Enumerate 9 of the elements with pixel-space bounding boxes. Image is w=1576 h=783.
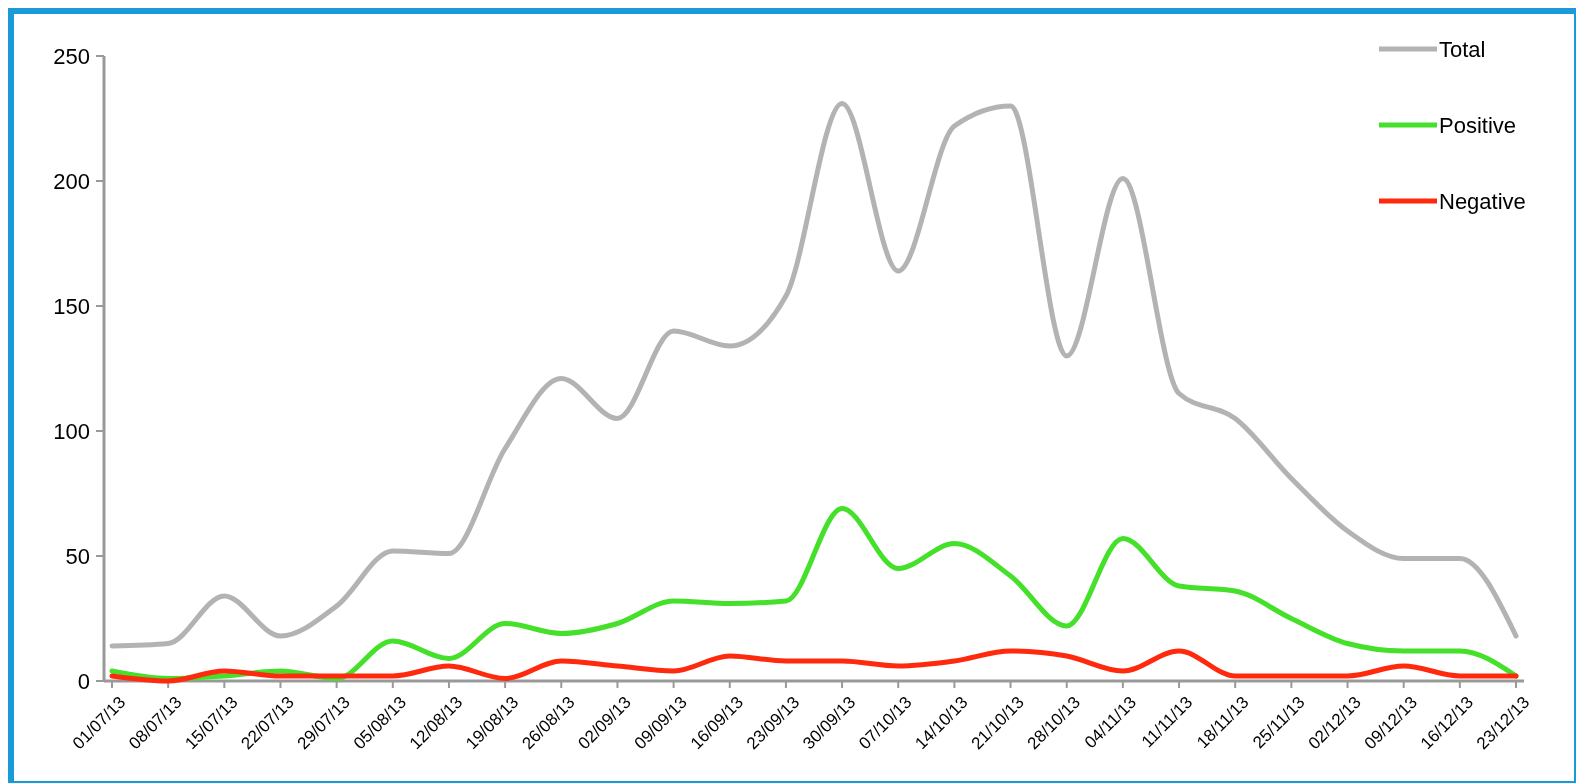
y-tick-label: 250	[53, 43, 90, 69]
y-tick-label: 100	[53, 418, 90, 444]
legend-label: Negative	[1439, 188, 1526, 214]
y-tick-label: 200	[53, 168, 90, 194]
y-tick-label: 150	[53, 293, 90, 319]
y-tick-label: 50	[65, 543, 90, 569]
y-tick-label: 0	[77, 668, 90, 694]
legend-label: Total	[1439, 36, 1486, 62]
legend-label: Positive	[1439, 112, 1517, 138]
